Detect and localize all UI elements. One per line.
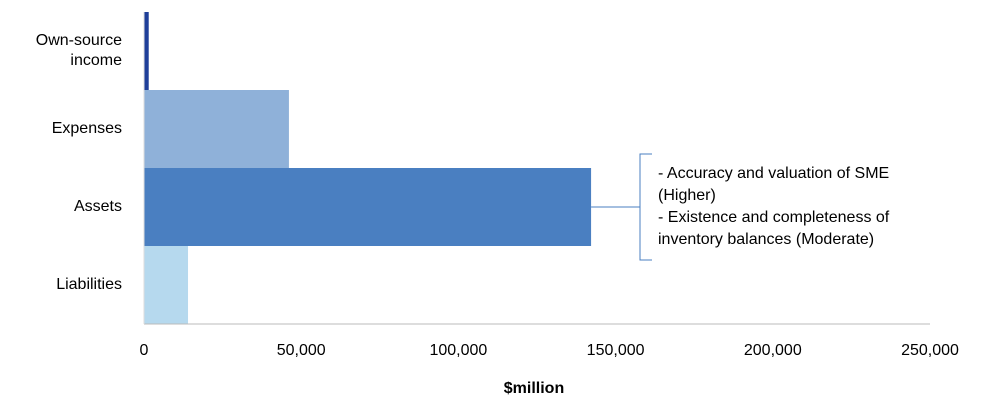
- x-tick-label: 50,000: [276, 342, 326, 359]
- annotation-line: - Existence and completeness of inventor…: [658, 209, 890, 248]
- bracket: [639, 153, 652, 261]
- x-tick-label: 150,000: [586, 342, 645, 359]
- x-tick-label: 0: [139, 342, 149, 359]
- x-tick-label: 100,000: [429, 342, 488, 359]
- annotation-line: - Accuracy and valuation of SME (Higher): [658, 165, 890, 204]
- x-tick-label: 250,000: [901, 342, 959, 359]
- bar: [144, 168, 592, 246]
- bar: [144, 246, 189, 324]
- bar: [144, 12, 149, 90]
- y-tick-label: Liabilities: [56, 276, 122, 293]
- y-tick-label: Assets: [73, 198, 122, 215]
- x-axis-title: $million: [503, 380, 565, 397]
- annotation: - Accuracy and valuation of SME (Higher)…: [658, 163, 948, 251]
- y-tick-label: Expenses: [51, 120, 122, 137]
- x-tick-label: 200,000: [743, 342, 802, 359]
- y-tick-label: Own-source income: [35, 32, 122, 69]
- bar: [144, 90, 289, 168]
